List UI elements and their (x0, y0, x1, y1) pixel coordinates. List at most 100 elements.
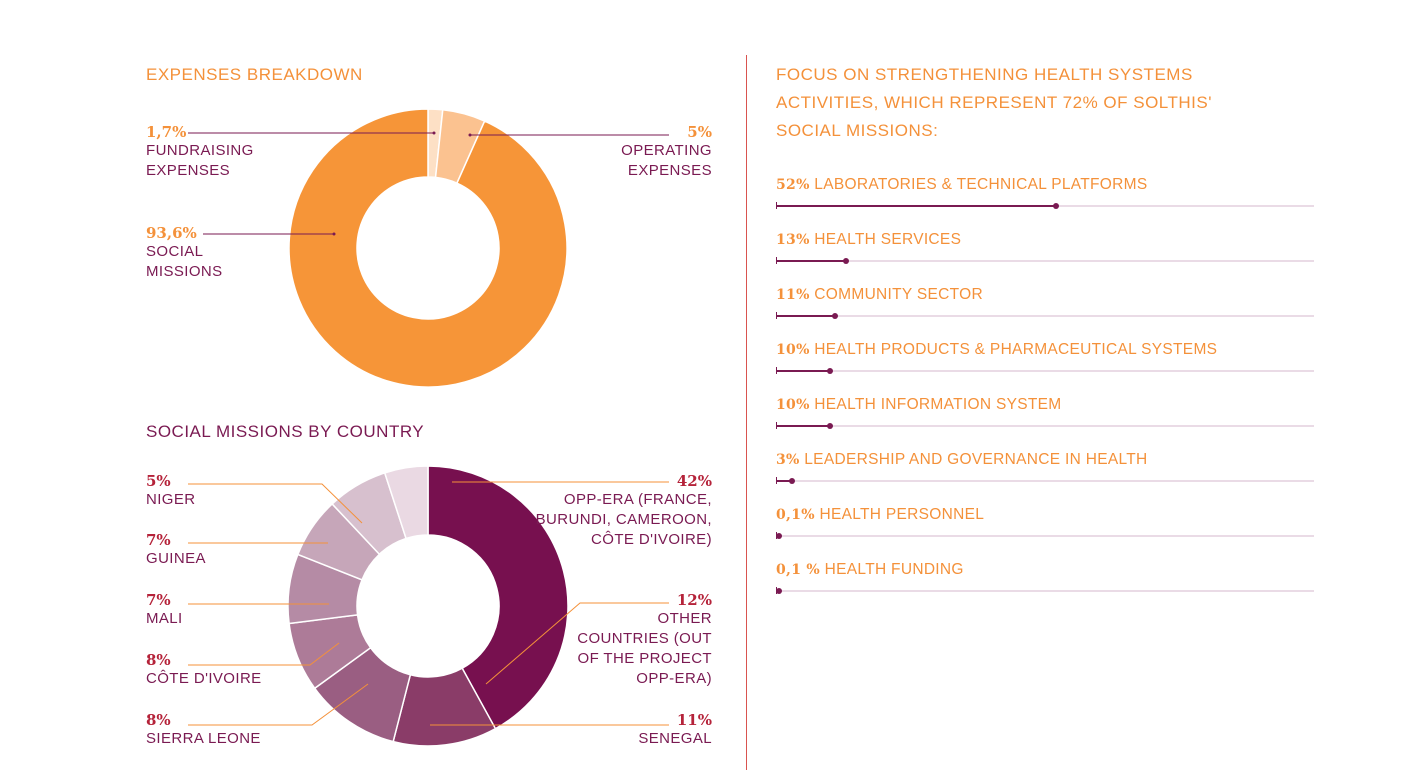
bar-label: 3% LEADERSHIP AND GOVERNANCE IN HEALTH (776, 451, 1316, 469)
text-other-countries: OTHER COUNTRIES (OUT OF THE PROJECT OPP-… (577, 610, 712, 687)
bar-label: 13% HEALTH SERVICES (776, 231, 1316, 249)
bar-row: 3% LEADERSHIP AND GOVERNANCE IN HEALTH (776, 451, 1316, 484)
bar-end-dot (826, 368, 833, 374)
leader-lines (188, 131, 669, 726)
pct-operating: 5% (687, 123, 712, 141)
bar-end-dot (842, 258, 849, 264)
bar-track (776, 315, 1314, 317)
leader-niger (188, 483, 363, 524)
text-operating: OPERATING EXPENSES (621, 142, 712, 179)
bar-row: 0,1 % HEALTH FUNDING (776, 561, 1316, 594)
bar-label: 10% HEALTH INFORMATION SYSTEM (776, 396, 1316, 414)
expenses-slice-2 (288, 108, 568, 388)
text-guinea: GUINEA (146, 550, 206, 567)
column-divider (746, 55, 747, 770)
label-cote-divoire: 8% CÔTE D'IVOIRE (146, 651, 262, 689)
bar-pct: 13% (776, 232, 810, 248)
bar-start-tick (776, 312, 777, 319)
bar-label: 10% HEALTH PRODUCTS & PHARMACEUTICAL SYS… (776, 341, 1316, 359)
country-title: SOCIAL MISSIONS BY COUNTRY (146, 422, 425, 441)
label-other-countries: 12% OTHER COUNTRIES (OUT OF THE PROJECT … (572, 591, 712, 689)
bar-end-dot (1052, 203, 1059, 209)
pct-sierra-leone: 8% (146, 711, 171, 729)
country-slice-0 (427, 465, 569, 730)
bar-fill (776, 480, 793, 482)
leader-cote-divoire (188, 642, 340, 666)
bar-row: 52% LABORATORIES & TECHNICAL PLATFORMS (776, 176, 1316, 209)
text-fundraising: FUNDRAISING EXPENSES (146, 142, 254, 179)
bar-end-dot (826, 423, 833, 429)
bar-fill (776, 425, 830, 427)
pct-senegal: 11% (676, 711, 712, 729)
pct-guinea: 7% (146, 531, 171, 549)
label-sierra-leone: 8% SIERRA LEONE (146, 711, 261, 749)
label-social: 93,6% SOCIAL MISSIONS (146, 224, 246, 282)
bar-text: COMMUNITY SECTOR (809, 286, 984, 303)
bar-label: 11% COMMUNITY SECTOR (776, 286, 1316, 304)
text-senegal: SENEGAL (638, 730, 712, 747)
expenses-donut (288, 108, 568, 388)
bar-fill (776, 260, 846, 262)
bar-pct: 0,1% (776, 507, 815, 523)
pct-fundraising: 1,7% (146, 123, 187, 141)
bar-label: 0,1 % HEALTH FUNDING (776, 561, 1316, 579)
text-niger: NIGER (146, 491, 196, 508)
bar-start-tick (776, 477, 777, 484)
bar-pct: 0,1 % (776, 562, 821, 578)
expenses-title: EXPENSES BREAKDOWN (146, 65, 363, 84)
bar-label: 52% LABORATORIES & TECHNICAL PLATFORMS (776, 176, 1316, 194)
leader-dot-fundraising (432, 131, 436, 135)
label-operating: 5% OPERATING EXPENSES (572, 123, 712, 181)
bar-fill (776, 370, 830, 372)
label-guinea: 7% GUINEA (146, 531, 206, 569)
label-fundraising: 1,7% FUNDRAISING EXPENSES (146, 123, 276, 181)
bar-row: 0,1% HEALTH PERSONNEL (776, 506, 1316, 539)
bar-pct: 52% (776, 177, 810, 193)
bar-track (776, 260, 1314, 262)
bar-start-tick (776, 422, 777, 429)
bar-text: HEALTH SERVICES (809, 231, 962, 248)
pct-cote-divoire: 8% (146, 651, 171, 669)
text-sierra-leone: SIERRA LEONE (146, 730, 261, 747)
bar-row: 10% HEALTH PRODUCTS & PHARMACEUTICAL SYS… (776, 341, 1316, 374)
bar-end-dot (776, 533, 782, 539)
pct-social: 93,6% (146, 224, 197, 242)
pct-other-countries: 12% (676, 591, 712, 609)
bar-text: LABORATORIES & TECHNICAL PLATFORMS (809, 176, 1148, 193)
pct-niger: 5% (146, 472, 171, 490)
label-senegal: 11% SENEGAL (572, 711, 712, 749)
label-opp-era: 42% OPP-ERA (FRANCE, BURUNDI, CAMEROON, … (532, 472, 712, 550)
bar-pct: 10% (776, 397, 810, 413)
text-mali: MALI (146, 610, 183, 627)
bar-pct: 10% (776, 342, 810, 358)
country-slice-7 (383, 465, 429, 540)
focus-title: FOCUS ON STRENGTHENING HEALTH SYSTEMS AC… (776, 65, 1212, 140)
bar-track (776, 590, 1314, 592)
bar-start-tick (776, 202, 777, 209)
bar-track (776, 480, 1314, 482)
bar-track (776, 370, 1314, 372)
bar-start-tick (776, 257, 777, 264)
bar-end-dot (776, 588, 782, 594)
leader-other-countries (485, 602, 669, 685)
bar-text: HEALTH PERSONNEL (814, 506, 985, 523)
bar-pct: 3% (776, 452, 800, 468)
pct-mali: 7% (146, 591, 171, 609)
bar-fill (776, 315, 836, 317)
bar-pct: 11% (776, 287, 810, 303)
bar-text: HEALTH FUNDING (820, 561, 964, 578)
bar-label: 0,1% HEALTH PERSONNEL (776, 506, 1316, 524)
bar-text: HEALTH INFORMATION SYSTEM (809, 396, 1062, 413)
bar-start-tick (776, 367, 777, 374)
bar-row: 13% HEALTH SERVICES (776, 231, 1316, 264)
label-mali: 7% MALI (146, 591, 183, 629)
bar-end-dot (832, 313, 839, 319)
leader-dot-operating (468, 133, 472, 137)
bar-track (776, 535, 1314, 537)
bar-fill (776, 205, 1056, 207)
leader-dot-social (332, 232, 336, 236)
bar-row: 11% COMMUNITY SECTOR (776, 286, 1316, 319)
pct-opp-era: 42% (676, 472, 712, 490)
bar-text: HEALTH PRODUCTS & PHARMACEUTICAL SYSTEMS (809, 341, 1218, 358)
